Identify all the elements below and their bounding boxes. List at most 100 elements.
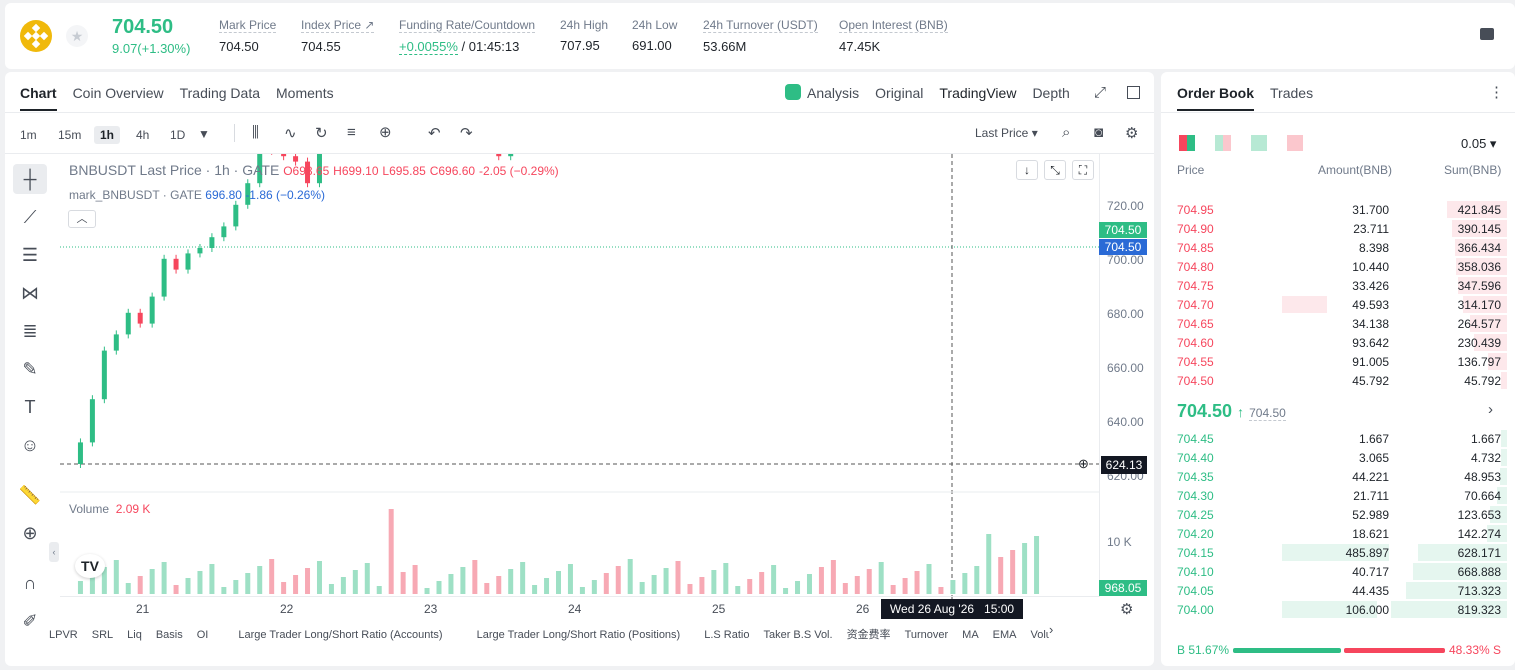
ind-oi[interactable]: OI: [196, 629, 209, 641]
ind-turnover[interactable]: Turnover: [904, 629, 949, 641]
tab-chart[interactable]: Chart: [20, 85, 57, 111]
refresh-icon[interactable]: ↻: [315, 125, 328, 142]
ask-row[interactable]: 704.65 34.138 264.577: [1177, 314, 1507, 333]
price-chart[interactable]: [60, 154, 1100, 600]
add-order-plus-icon[interactable]: ⊕: [1078, 456, 1089, 471]
view-both-icon[interactable]: [1179, 135, 1195, 151]
view-tradingview[interactable]: TradingView: [939, 85, 1017, 101]
tab-coin-overview[interactable]: Coin Overview: [72, 85, 164, 101]
ind-srl[interactable]: SRL: [91, 629, 114, 641]
template-icon[interactable]: ≡: [347, 124, 356, 141]
volume-bar: [412, 565, 418, 594]
trendline-tool-icon[interactable]: ⟋: [23, 207, 37, 227]
emoji-tool-icon[interactable]: ☺: [20, 435, 40, 455]
bid-row[interactable]: 704.45 1.667 1.667: [1177, 429, 1507, 448]
scroll-down-icon[interactable]: ↓: [1016, 160, 1038, 180]
bid-row[interactable]: 704.35 44.221 48.953: [1177, 467, 1507, 486]
volume-bar: [472, 560, 478, 594]
search-icon[interactable]: ⌕: [1062, 124, 1071, 141]
ind-ema[interactable]: EMA: [992, 629, 1017, 641]
ind-lt-positions[interactable]: Large Trader Long/Short Ratio (Positions…: [476, 629, 681, 641]
chevron-right-icon[interactable]: ›: [1488, 401, 1493, 418]
bid-row[interactable]: 704.30 21.711 70.664: [1177, 486, 1507, 505]
stat-index-price[interactable]: Index Price ↗ 704.55: [301, 18, 375, 54]
fib-tool-icon[interactable]: ≣: [22, 321, 38, 341]
add-icon[interactable]: ⊕: [379, 124, 392, 141]
zoom-tool-icon[interactable]: ⊕: [22, 523, 38, 543]
ask-row[interactable]: 704.95 31.700 421.845: [1177, 200, 1507, 219]
favorite-star-icon[interactable]: ★: [66, 25, 88, 47]
bid-row[interactable]: 704.25 52.989 123.653: [1177, 505, 1507, 524]
view-depth[interactable]: Depth: [1032, 85, 1070, 101]
indicators-icon[interactable]: ∿: [284, 125, 297, 142]
tf-1d[interactable]: 1D: [170, 128, 186, 142]
timeframe-dropdown-icon[interactable]: ▼: [198, 127, 210, 141]
ind-ls-ratio[interactable]: L.S Ratio: [704, 629, 750, 641]
analysis-icon[interactable]: [785, 84, 801, 100]
ask-row[interactable]: 704.60 93.642 230.439: [1177, 333, 1507, 352]
ask-row[interactable]: 704.80 10.440 358.036: [1177, 257, 1507, 276]
ind-lt-accounts[interactable]: Large Trader Long/Short Ratio (Accounts): [238, 629, 443, 641]
ask-row[interactable]: 704.55 91.005 136.797: [1177, 352, 1507, 371]
expand-icon[interactable]: ⤢: [1094, 84, 1107, 101]
tf-15m[interactable]: 15m: [58, 128, 82, 142]
lock-tool-icon[interactable]: ✐: [22, 611, 38, 631]
horizontal-lines-tool-icon[interactable]: ☰: [21, 245, 39, 265]
chevron-right-icon[interactable]: ›: [1049, 622, 1054, 637]
tab-order-book[interactable]: Order Book: [1177, 85, 1255, 111]
view-bids-icon[interactable]: [1251, 135, 1267, 151]
ask-row[interactable]: 704.50 45.792 45.792: [1177, 371, 1507, 390]
ind-volume[interactable]: Volu: [1030, 629, 1049, 641]
view-original[interactable]: Original: [875, 85, 924, 101]
tf-1h[interactable]: 1h: [94, 126, 121, 144]
collapse-legend-button[interactable]: ︿: [68, 210, 96, 228]
ask-row[interactable]: 704.75 33.426 347.596: [1177, 276, 1507, 295]
candle-type-icon[interactable]: ⫼: [252, 124, 259, 141]
chart-settings-gear-icon[interactable]: ⚙: [1120, 601, 1134, 618]
price-source-select[interactable]: Last Price ▾: [975, 126, 1038, 140]
stat-funding-rate[interactable]: Funding Rate/Countdown +0.0055% / 01:45:1…: [399, 18, 536, 55]
ruler-tool-icon[interactable]: 📏: [18, 485, 42, 505]
precision-select[interactable]: 0.05 ▾: [1461, 136, 1497, 151]
book-icon[interactable]: [1480, 28, 1494, 40]
bid-row[interactable]: 704.40 3.065 4.732: [1177, 448, 1507, 467]
bid-row[interactable]: 704.20 18.621 142.274: [1177, 524, 1507, 543]
undo-icon[interactable]: ↶: [428, 125, 441, 142]
bid-row[interactable]: 704.10 40.717 668.888: [1177, 562, 1507, 581]
view-asks-icon[interactable]: [1287, 135, 1303, 151]
ask-row[interactable]: 704.90 23.711 390.145: [1177, 219, 1507, 238]
window-icon[interactable]: [1127, 86, 1140, 99]
collapse-icon[interactable]: ⤡: [1044, 160, 1066, 180]
ind-basis[interactable]: Basis: [155, 629, 183, 641]
more-menu-icon[interactable]: ⋮: [1489, 84, 1504, 101]
ind-lpvr[interactable]: LPVR: [49, 629, 78, 641]
camera-icon[interactable]: ◙: [1094, 124, 1104, 141]
bid-row[interactable]: 704.15 485.897 628.171: [1177, 543, 1507, 562]
magnet-tool-icon[interactable]: ∩: [23, 573, 37, 593]
view-split-icon[interactable]: [1215, 135, 1231, 151]
bid-row[interactable]: 704.00 106.000 819.323: [1177, 600, 1507, 619]
bid-row[interactable]: 704.05 44.435 713.323: [1177, 581, 1507, 600]
redo-icon[interactable]: ↷: [460, 125, 473, 142]
ask-row[interactable]: 704.85 8.398 366.434: [1177, 238, 1507, 257]
pattern-tool-icon[interactable]: ⋈: [21, 283, 39, 303]
settings-gear-icon[interactable]: ⚙: [1125, 125, 1139, 142]
tf-4h[interactable]: 4h: [136, 128, 150, 142]
volume-bar: [986, 534, 992, 594]
text-tool-icon[interactable]: T: [24, 397, 36, 417]
crosshair-tool-icon[interactable]: ┼: [13, 164, 47, 194]
ind-ma[interactable]: MA: [962, 629, 979, 641]
view-analysis[interactable]: Analysis: [807, 85, 860, 101]
tab-trades[interactable]: Trades: [1270, 85, 1314, 101]
collapse-toolbar-icon[interactable]: ‹: [49, 542, 59, 562]
ask-row[interactable]: 704.70 49.593 314.170: [1177, 295, 1507, 314]
ind-taker-vol[interactable]: Taker B.S Vol.: [763, 629, 833, 641]
brush-tool-icon[interactable]: ✎: [22, 359, 38, 379]
tab-trading-data[interactable]: Trading Data: [179, 85, 261, 101]
candle: [137, 312, 143, 324]
tab-moments[interactable]: Moments: [276, 85, 334, 101]
ind-funding[interactable]: 资金费率: [846, 629, 891, 641]
tf-1m[interactable]: 1m: [20, 128, 37, 142]
fullscreen-icon[interactable]: ⛶: [1072, 160, 1094, 180]
ind-liq[interactable]: Liq: [127, 629, 142, 641]
